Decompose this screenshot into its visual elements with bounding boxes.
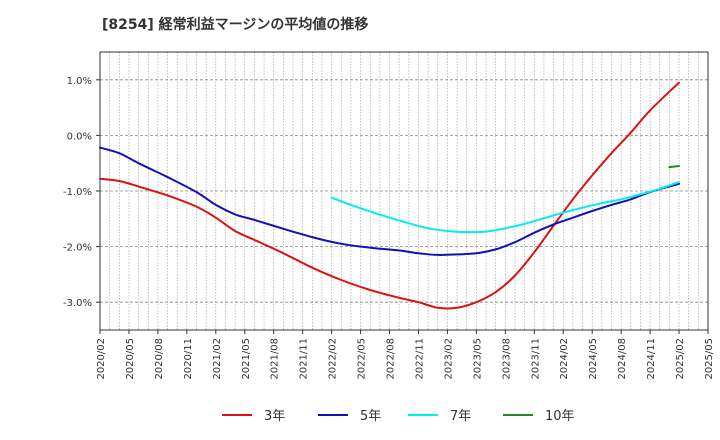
x-tick-label: 2020/08: [154, 338, 165, 380]
y-tick-label: 0.0%: [67, 131, 92, 142]
x-axis: 2020/02 2020/05 2020/08 2020/11 2021/02 2021/…: [96, 330, 715, 380]
x-tick-label: 2023/11: [530, 338, 541, 380]
x-tick-label: 2020/05: [125, 338, 136, 380]
legend-label-3: 7年: [450, 409, 471, 424]
y-tick-label: -2.0%: [63, 243, 92, 254]
legend-label-2: 5年: [360, 409, 381, 424]
y-axis: 1.0% 0.0% -1.0% -2.0% -3.0%: [63, 76, 100, 309]
x-tick-label: 2020/11: [183, 338, 194, 380]
x-tick-label: 2022/05: [357, 338, 368, 380]
x-tick-label: 2024/08: [617, 338, 628, 380]
legend-label-4: 10年: [545, 409, 575, 424]
x-tick-label: 2023/08: [501, 338, 512, 380]
x-tick-label: 2025/05: [704, 338, 715, 380]
x-tick-label: 2023/02: [443, 338, 454, 380]
y-tick-label: -1.0%: [63, 187, 92, 198]
series-layer: [99, 81, 680, 310]
grid: [100, 52, 708, 330]
legend-label-1: 3年: [264, 409, 285, 424]
x-tick-label: 2021/02: [212, 338, 223, 380]
series-line-2: [99, 146, 680, 256]
x-tick-label: 2024/11: [646, 338, 657, 380]
x-tick-label: 2021/05: [241, 338, 252, 380]
x-tick-label: 2021/08: [270, 338, 281, 380]
x-tick-label: 2020/02: [96, 338, 107, 380]
x-tick-label: 2024/05: [588, 338, 599, 380]
x-tick-label: 2021/11: [299, 338, 310, 380]
legend: 3年 5年 7年 10年: [222, 409, 575, 424]
y-tick-label: -3.0%: [63, 298, 92, 309]
x-tick-label: 2022/08: [386, 338, 397, 380]
x-tick-label: 2023/05: [472, 338, 483, 380]
series-line-1: [99, 81, 680, 310]
x-tick-label: 2022/11: [414, 338, 425, 380]
x-tick-label: 2025/02: [675, 338, 686, 380]
series-line-3: [330, 181, 680, 234]
series-line-4: [668, 165, 680, 169]
chart-title: [8254] 経常利益マージンの平均値の推移: [102, 16, 368, 33]
x-tick-label: 2024/02: [559, 338, 570, 380]
x-tick-label: 2022/02: [328, 338, 339, 380]
y-tick-label: 1.0%: [67, 76, 92, 87]
